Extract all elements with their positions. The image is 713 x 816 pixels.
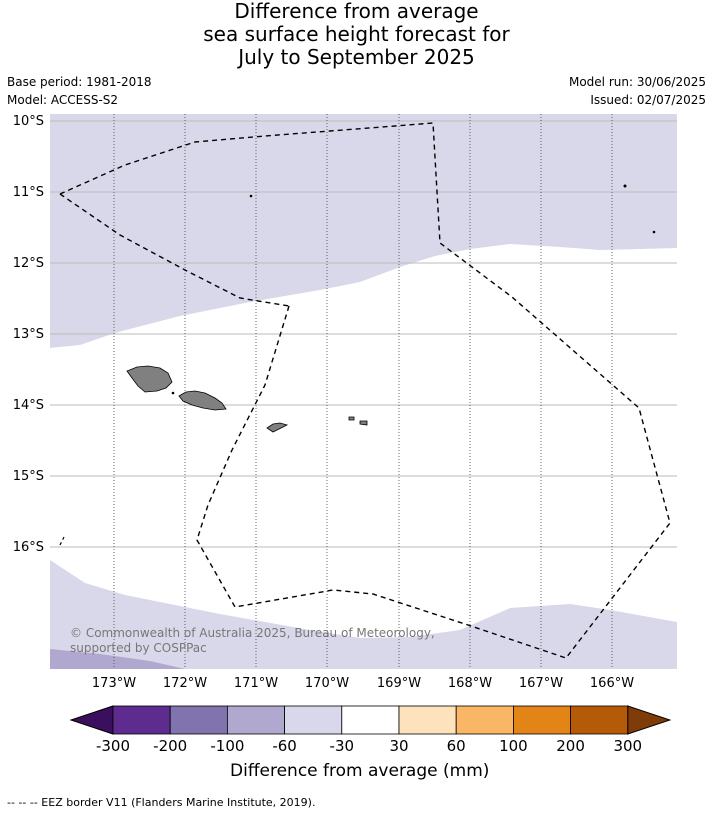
anomaly-region-south-deep	[50, 649, 185, 669]
islet-3	[652, 230, 656, 234]
title-line-3: July to September 2025	[238, 45, 475, 69]
title-line-1: Difference from average	[234, 0, 479, 23]
islet-1	[249, 194, 253, 198]
colorbar-tick-label: -200	[153, 737, 187, 755]
eez-border-fragment	[59, 536, 65, 546]
lon-label: 168°W	[448, 676, 492, 691]
lat-label: 16°S	[13, 540, 44, 555]
map-title: Difference from average sea surface heig…	[0, 0, 713, 69]
lat-label: 10°S	[13, 114, 44, 129]
lat-label: 14°S	[13, 398, 44, 413]
island-upolu	[178, 390, 227, 411]
colorbar-segment	[513, 705, 572, 735]
credit-text: © Commonwealth of Australia 2025, Bureau…	[70, 626, 435, 655]
title-line-2: sea surface height forecast for	[203, 22, 510, 46]
colorbar-tick-label: -60	[272, 737, 297, 755]
colorbar-tick-label: 60	[447, 737, 466, 755]
colorbar-segment	[226, 705, 285, 735]
lat-label: 11°S	[13, 185, 44, 200]
colorbar-segment	[455, 705, 514, 735]
anomaly-region-north	[50, 114, 677, 348]
latitude-labels: 10°S 11°S 12°S 13°S 14°S 15°S 16°S	[13, 114, 44, 555]
colorbar-tick-label: 300	[613, 737, 642, 755]
island-manua-1	[348, 416, 355, 421]
colorbar-segment	[112, 705, 171, 735]
map-area	[50, 114, 677, 669]
lon-label: 172°W	[163, 676, 207, 691]
lon-label: 171°W	[234, 676, 278, 691]
eez-border-american-samoa	[196, 122, 671, 659]
anomaly-region-south	[50, 560, 677, 669]
longitude-labels: 173°W 172°W 171°W 170°W 169°W 168°W 167°…	[92, 676, 634, 691]
colorbar-extend-low	[69, 705, 114, 735]
islet-4	[171, 391, 175, 395]
lat-label: 15°S	[13, 469, 44, 484]
colorbar-segment	[284, 705, 343, 735]
lon-label: 166°W	[590, 676, 634, 691]
colorbar-tick-label: -30	[330, 737, 355, 755]
island-manua-2	[359, 420, 368, 426]
issued-date: Issued: 02/07/2025	[590, 93, 706, 107]
colorbar-tick-label: -300	[96, 737, 130, 755]
islet-2	[623, 184, 627, 188]
longitude-gridlines	[113, 114, 613, 669]
colorbar-tick-label: -100	[210, 737, 244, 755]
base-period: Base period: 1981-2018	[7, 75, 152, 89]
lon-label: 169°W	[377, 676, 421, 691]
colorbar-labels: -300 -200 -100 -60 -30 30 60 100 200 300	[96, 737, 642, 755]
colorbar-tick-label: 30	[389, 737, 408, 755]
colorbar	[69, 705, 672, 735]
eez-border-samoa	[59, 122, 434, 307]
island-tutuila	[266, 422, 289, 433]
colorbar-extend-high	[627, 705, 672, 735]
model-run: Model run: 30/06/2025	[568, 75, 706, 89]
colorbar-caption: Difference from average (mm)	[230, 761, 490, 781]
meta-left: Base period: 1981-2018 Model: ACCESS-S2	[7, 73, 152, 109]
lat-label: 12°S	[13, 256, 44, 271]
colorbar-segment	[341, 705, 400, 735]
lon-label: 167°W	[519, 676, 563, 691]
colorbar-segment	[398, 705, 457, 735]
model-name: Model: ACCESS-S2	[7, 93, 119, 107]
island-savaii	[126, 365, 173, 393]
colorbar-tick-label: 100	[499, 737, 528, 755]
eez-footer-note: -- -- -- EEZ border V11 (Flanders Marine…	[7, 796, 316, 809]
land	[126, 184, 656, 433]
colorbar-segment	[169, 705, 228, 735]
colorbar-segment	[570, 705, 629, 735]
lat-label: 13°S	[13, 327, 44, 342]
colorbar-tick-label: 200	[556, 737, 585, 755]
lon-label: 170°W	[305, 676, 349, 691]
meta-right: Model run: 30/06/2025 Issued: 02/07/2025	[569, 73, 706, 109]
lon-label: 173°W	[92, 676, 136, 691]
latitude-gridlines	[50, 120, 677, 548]
